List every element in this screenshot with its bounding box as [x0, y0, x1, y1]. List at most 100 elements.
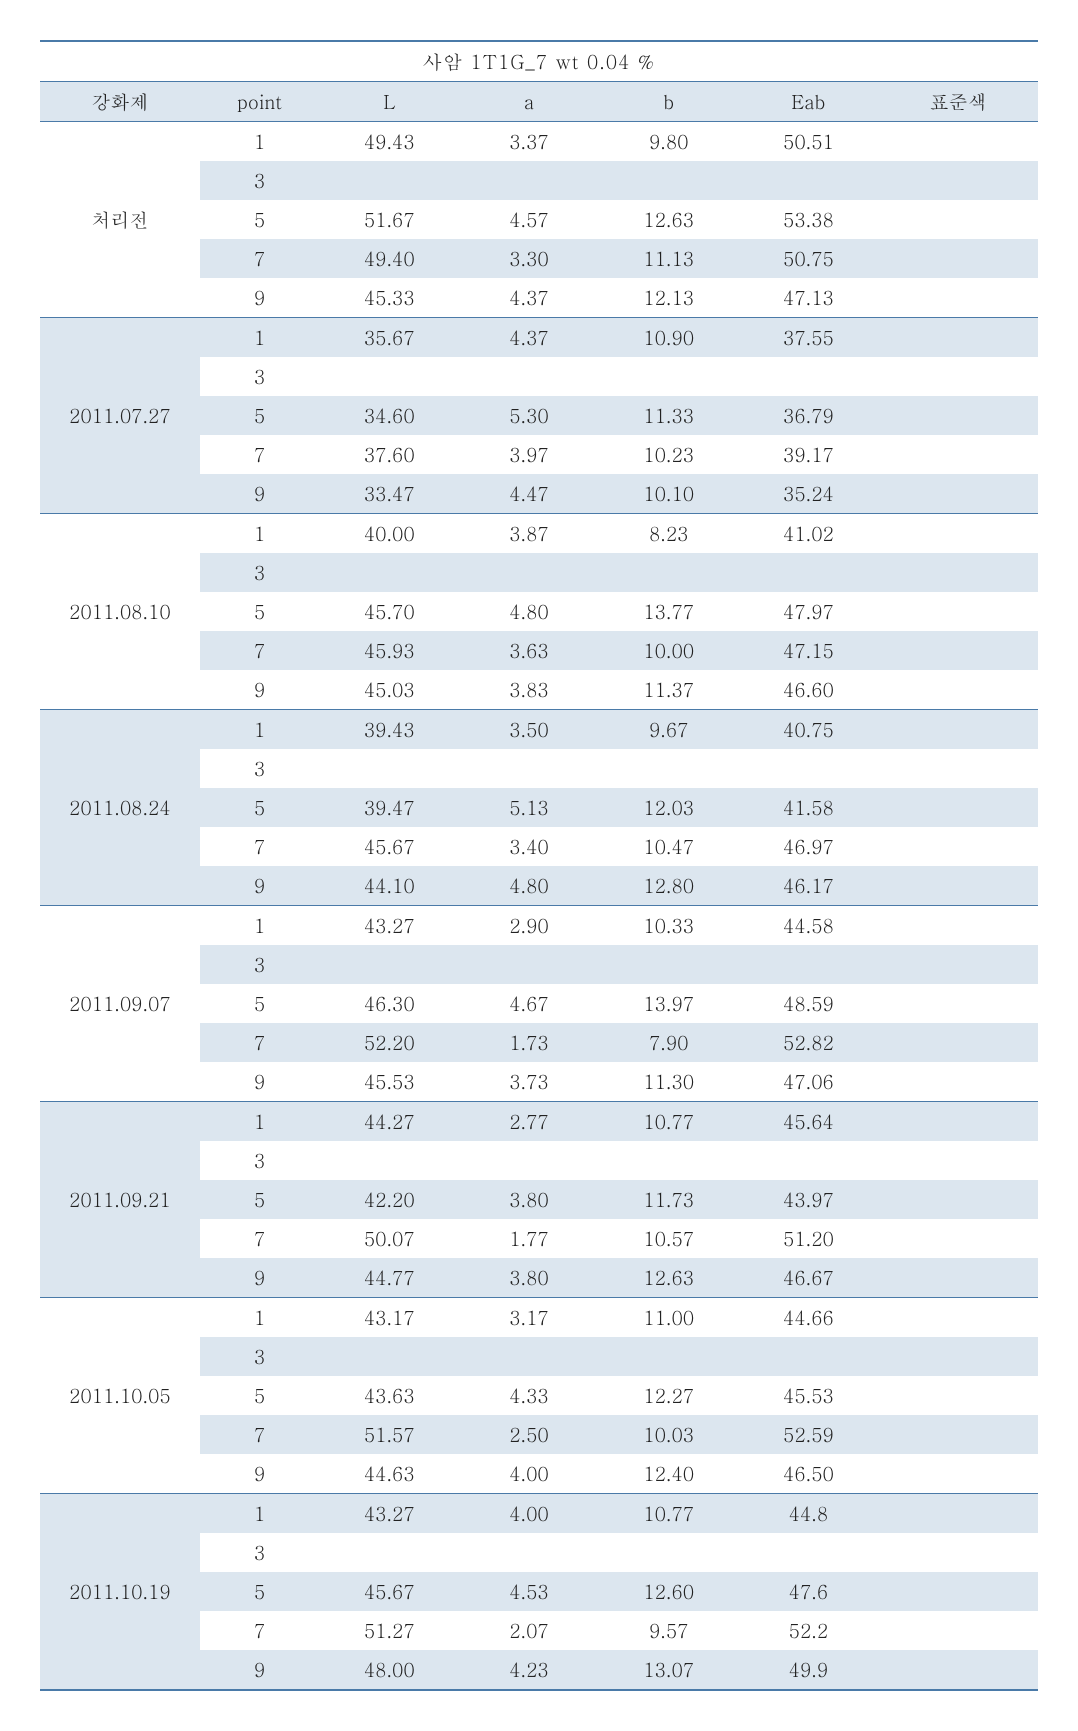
- cell-L: 45.70: [319, 592, 459, 631]
- cell-Eab: 46.17: [739, 866, 879, 906]
- group-label: 2011.09.21: [40, 1102, 200, 1298]
- cell-a: 4.47: [459, 474, 599, 514]
- cell-a: 3.83: [459, 670, 599, 710]
- cell-Eab: 35.24: [739, 474, 879, 514]
- cell-b: [599, 1337, 739, 1376]
- cell-b: 12.03: [599, 788, 739, 827]
- cell-point: 7: [200, 1219, 320, 1258]
- cell-point: 3: [200, 1533, 320, 1572]
- cell-point: 5: [200, 1376, 320, 1415]
- cell-standard-color: [878, 1023, 1038, 1062]
- cell-point: 5: [200, 984, 320, 1023]
- cell-b: [599, 1533, 739, 1572]
- cell-point: 7: [200, 435, 320, 474]
- cell-Eab: 46.67: [739, 1258, 879, 1298]
- cell-b: 9.57: [599, 1611, 739, 1650]
- cell-L: 49.43: [319, 122, 459, 162]
- cell-b: 12.13: [599, 278, 739, 318]
- cell-standard-color: [878, 710, 1038, 750]
- cell-point: 9: [200, 474, 320, 514]
- cell-b: 11.13: [599, 239, 739, 278]
- cell-standard-color: [878, 1494, 1038, 1534]
- cell-a: 3.73: [459, 1062, 599, 1102]
- cell-point: 7: [200, 631, 320, 670]
- cell-Eab: [739, 749, 879, 788]
- cell-a: [459, 553, 599, 592]
- cell-Eab: [739, 553, 879, 592]
- cell-b: 11.33: [599, 396, 739, 435]
- cell-b: 12.63: [599, 1258, 739, 1298]
- cell-L: 42.20: [319, 1180, 459, 1219]
- cell-standard-color: [878, 631, 1038, 670]
- cell-standard-color: [878, 749, 1038, 788]
- cell-Eab: 36.79: [739, 396, 879, 435]
- cell-L: [319, 1337, 459, 1376]
- cell-standard-color: [878, 161, 1038, 200]
- group-label: 처리전: [40, 122, 200, 318]
- group-label: 2011.08.10: [40, 514, 200, 710]
- cell-standard-color: [878, 592, 1038, 631]
- column-header: Eab: [739, 82, 879, 122]
- cell-L: [319, 357, 459, 396]
- cell-Eab: [739, 161, 879, 200]
- cell-Eab: [739, 1533, 879, 1572]
- cell-a: 5.30: [459, 396, 599, 435]
- cell-b: [599, 1141, 739, 1180]
- cell-a: [459, 1533, 599, 1572]
- cell-standard-color: [878, 1298, 1038, 1338]
- data-table-container: 사암 1T1G_7 wt 0.04 %강화제pointLabEab표준색처리전1…: [40, 40, 1038, 1691]
- cell-standard-color: [878, 827, 1038, 866]
- cell-point: 1: [200, 1298, 320, 1338]
- cell-standard-color: [878, 1533, 1038, 1572]
- cell-b: 12.80: [599, 866, 739, 906]
- cell-point: 5: [200, 788, 320, 827]
- cell-L: 45.67: [319, 1572, 459, 1611]
- column-header: L: [319, 82, 459, 122]
- cell-L: 40.00: [319, 514, 459, 554]
- cell-a: 4.53: [459, 1572, 599, 1611]
- cell-standard-color: [878, 1337, 1038, 1376]
- cell-b: 9.67: [599, 710, 739, 750]
- group-label: 2011.07.27: [40, 318, 200, 514]
- cell-standard-color: [878, 357, 1038, 396]
- cell-standard-color: [878, 278, 1038, 318]
- column-header: a: [459, 82, 599, 122]
- cell-standard-color: [878, 122, 1038, 162]
- cell-point: 3: [200, 749, 320, 788]
- cell-L: 44.77: [319, 1258, 459, 1298]
- cell-b: [599, 553, 739, 592]
- cell-point: 3: [200, 161, 320, 200]
- cell-L: 45.93: [319, 631, 459, 670]
- cell-standard-color: [878, 1141, 1038, 1180]
- cell-point: 1: [200, 1102, 320, 1142]
- cell-Eab: 52.59: [739, 1415, 879, 1454]
- cell-b: 12.27: [599, 1376, 739, 1415]
- cell-L: 44.10: [319, 866, 459, 906]
- cell-L: 45.67: [319, 827, 459, 866]
- cell-Eab: 39.17: [739, 435, 879, 474]
- cell-point: 3: [200, 945, 320, 984]
- group-label: 2011.09.07: [40, 906, 200, 1102]
- column-header: 표준색: [878, 82, 1038, 122]
- cell-Eab: [739, 1141, 879, 1180]
- cell-standard-color: [878, 318, 1038, 358]
- cell-L: 48.00: [319, 1650, 459, 1690]
- cell-standard-color: [878, 1650, 1038, 1690]
- cell-point: 7: [200, 827, 320, 866]
- cell-standard-color: [878, 788, 1038, 827]
- cell-standard-color: [878, 553, 1038, 592]
- cell-a: 4.80: [459, 866, 599, 906]
- cell-standard-color: [878, 1415, 1038, 1454]
- cell-point: 9: [200, 1062, 320, 1102]
- cell-a: 3.30: [459, 239, 599, 278]
- cell-Eab: [739, 357, 879, 396]
- cell-point: 9: [200, 278, 320, 318]
- cell-b: 10.00: [599, 631, 739, 670]
- cell-L: 45.53: [319, 1062, 459, 1102]
- cell-L: 52.20: [319, 1023, 459, 1062]
- cell-L: 33.47: [319, 474, 459, 514]
- cell-b: 12.40: [599, 1454, 739, 1494]
- cell-L: 37.60: [319, 435, 459, 474]
- cell-a: 1.77: [459, 1219, 599, 1258]
- cell-a: 4.37: [459, 278, 599, 318]
